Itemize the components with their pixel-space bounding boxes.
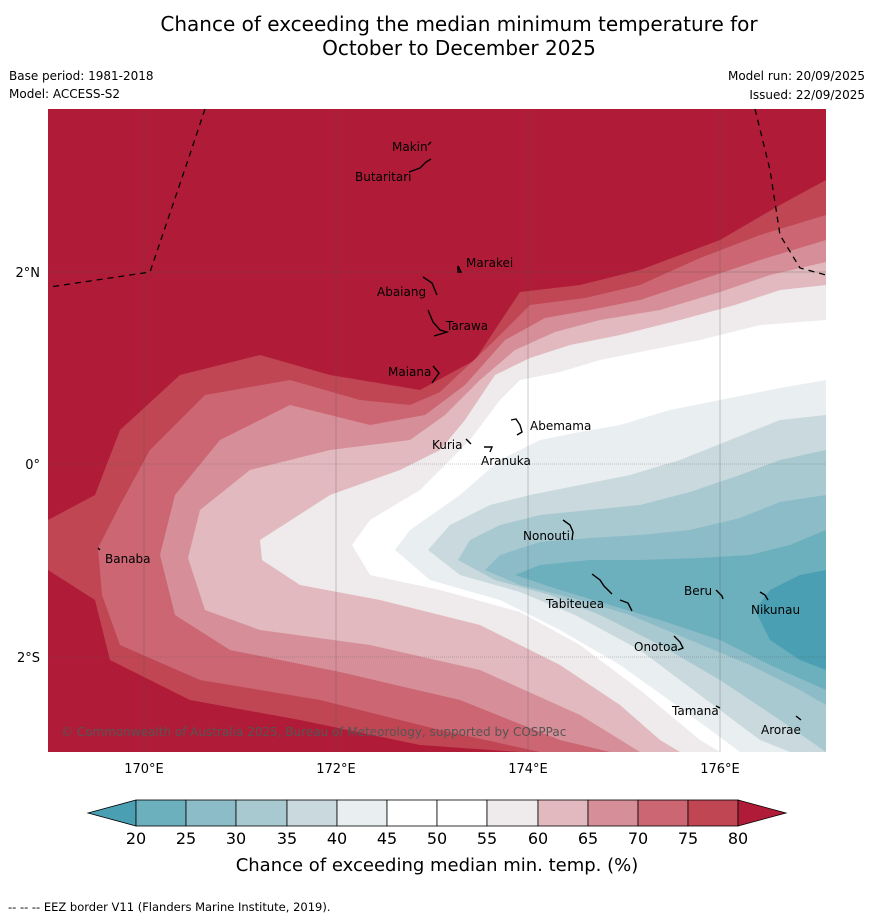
- tick-55: 55: [477, 829, 497, 848]
- label-makin: Makin: [392, 140, 428, 154]
- label-tamana: Tamana: [671, 704, 719, 718]
- tick-25: 25: [176, 829, 196, 848]
- tick-60: 60: [528, 829, 548, 848]
- colorbar-label: Chance of exceeding median min. temp. (%…: [236, 855, 639, 876]
- colorbar-bin-60-65: [537, 799, 589, 827]
- colorbar-bin-40-45: [336, 799, 388, 827]
- label-abemama: Abemama: [530, 419, 591, 433]
- island-tarawa: [427, 309, 450, 337]
- base-period: Base period: 1981-2018: [9, 69, 154, 83]
- colorbar-bin-25-30: [185, 799, 237, 827]
- tick-40: 40: [327, 829, 347, 848]
- island-onotoa: [673, 635, 684, 651]
- tick-70: 70: [628, 829, 648, 848]
- label-maiana: Maiana: [388, 365, 431, 379]
- island-abaiang: [422, 276, 438, 296]
- label-marakei: Marakei: [466, 256, 513, 270]
- colorbar-bin-45-50: [386, 799, 438, 827]
- band-below20: [755, 570, 826, 670]
- island-tamana: [715, 705, 721, 709]
- island-nonouti: [562, 519, 574, 541]
- islands: [97, 141, 802, 721]
- tick-30: 30: [226, 829, 246, 848]
- colorbar-bin-70-75: [637, 799, 689, 827]
- tick-50: 50: [427, 829, 447, 848]
- island-tabiteuea-south: [619, 599, 633, 612]
- model-name: Model: ACCESS-S2: [9, 87, 121, 101]
- axis-labels: 170°E 172°E 174°E 176°E 2°N 0° 2°S: [16, 266, 740, 777]
- lon-label-174: 174°E: [508, 762, 548, 777]
- eez-border: [49, 109, 826, 288]
- tick-45: 45: [377, 829, 397, 848]
- lon-label-172: 172°E: [316, 762, 356, 777]
- island-arorae: [795, 715, 802, 721]
- colorbar-bin-50-55: [436, 799, 488, 827]
- label-aranuka: Aranuka: [481, 454, 531, 468]
- label-tabiteuea: Tabiteuea: [545, 597, 604, 611]
- label-kuria: Kuria: [432, 438, 463, 452]
- copyright-notice: © Commonwealth of Australia 2025, Bureau…: [61, 725, 566, 739]
- colorbar: 20 25 30 35 40 45 50 55 60 65 70 75 80 C…: [86, 799, 788, 876]
- island-nikunau: [759, 591, 769, 601]
- island-butaritari: [408, 158, 432, 173]
- island-tabiteuea-north: [591, 573, 613, 595]
- tick-80: 80: [728, 829, 748, 848]
- colorbar-bin-30-35: [235, 799, 288, 827]
- island-kuria: [465, 438, 472, 445]
- island-abemama: [510, 418, 523, 436]
- island-aranuka: [484, 446, 494, 453]
- island-beru: [715, 589, 724, 600]
- lon-label-176: 176°E: [700, 762, 740, 777]
- label-nikunau: Nikunau: [751, 603, 800, 617]
- lat-label-2n: 2°N: [16, 266, 41, 281]
- title-line-1: Chance of exceeding the median minimum t…: [160, 12, 758, 36]
- lat-label-0: 0°: [25, 458, 40, 473]
- island-maiana: [431, 365, 440, 384]
- label-tarawa: Tarawa: [445, 319, 488, 333]
- island-makin: [427, 141, 432, 146]
- place-labels: Makin Butaritari Marakei Abaiang Tarawa …: [105, 140, 801, 737]
- eez-footnote: -- -- -- EEZ border V11 (Flanders Marine…: [8, 900, 331, 914]
- tick-20: 20: [126, 829, 146, 848]
- lat-label-2s: 2°S: [17, 651, 40, 666]
- tick-75: 75: [678, 829, 698, 848]
- colorbar-bin-65-70: [587, 799, 639, 827]
- island-banaba: [97, 547, 101, 551]
- map-title: Chance of exceeding the median minimum t…: [0, 12, 873, 60]
- forecast-map: Makin Butaritari Marakei Abaiang Tarawa …: [48, 109, 826, 752]
- label-onotoa: Onotoa: [634, 640, 678, 654]
- band-20-25: [515, 530, 826, 690]
- colorbar-extend-high: [737, 799, 788, 827]
- tick-35: 35: [277, 829, 297, 848]
- label-nonouti: Nonouti: [523, 529, 570, 543]
- label-butaritari: Butaritari: [355, 170, 412, 184]
- label-abaiang: Abaiang: [377, 285, 426, 299]
- label-banaba: Banaba: [105, 552, 151, 566]
- gridlines: [48, 109, 826, 752]
- label-beru: Beru: [684, 584, 712, 598]
- lon-label-170: 170°E: [124, 762, 164, 777]
- issued-date: Issued: 22/09/2025: [749, 88, 865, 102]
- colorbar-bin-55-60: [486, 799, 539, 827]
- colorbar-bin-35-40: [286, 799, 338, 827]
- colorbar-bin-20-25: [135, 799, 187, 827]
- island-marakei: [457, 265, 463, 273]
- colorbar-extend-low: [86, 799, 137, 827]
- tick-65: 65: [578, 829, 598, 848]
- title-line-2: October to December 2025: [322, 36, 596, 60]
- label-arorae: Arorae: [761, 723, 801, 737]
- model-run: Model run: 20/09/2025: [727, 69, 865, 83]
- colorbar-ticks: 20 25 30 35 40 45 50 55 60 65 70 75 80: [126, 829, 748, 848]
- colorbar-bin-75-80: [687, 799, 739, 827]
